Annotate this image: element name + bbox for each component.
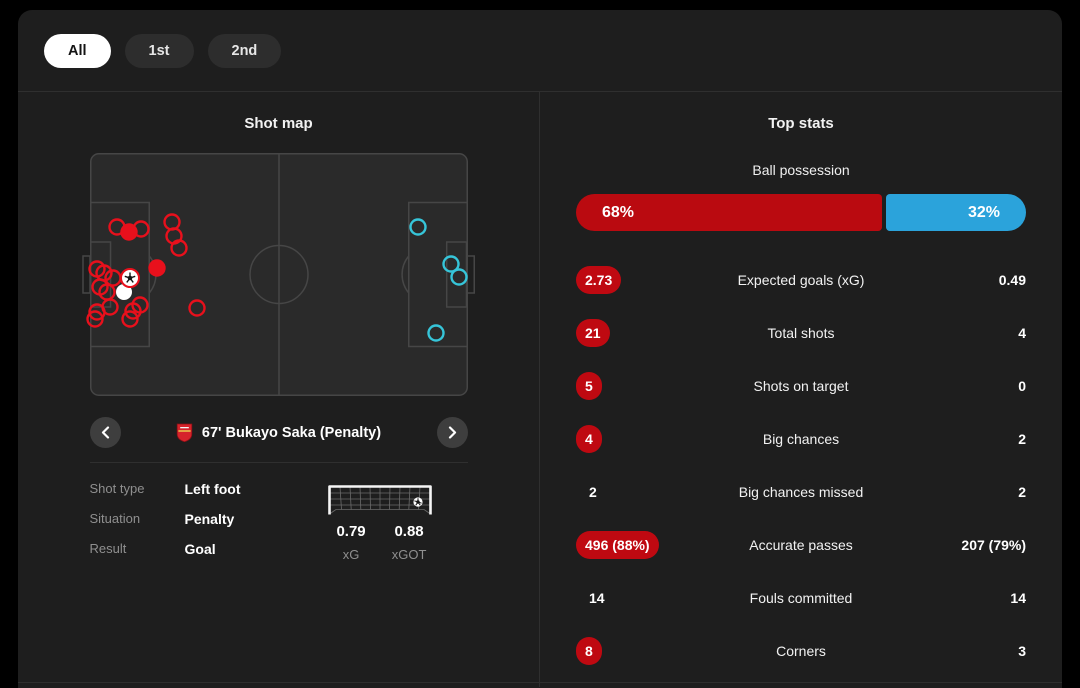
home-stat-value: 496 (88%) [576,530,659,559]
shot-marker-home[interactable] [85,310,104,328]
detail-value: Goal [184,541,216,557]
shot-marker-goal[interactable] [115,284,132,300]
stat-row: 4 Big chances 2 [576,412,1026,465]
match-stats-window: All 1st 2nd Shot map [18,10,1062,688]
shot-marker-home[interactable] [169,239,188,257]
main-content: Shot map [18,92,1062,687]
xg-metrics: 0.79 xG 0.88 xGOT [328,523,440,562]
stat-label: Accurate passes [749,536,853,553]
possession-home-segment: 68% [576,194,882,231]
top-stats-panel: Top stats Ball possession 68% 32% 2.73 Ex… [540,92,1062,687]
stat-row: 2.73 Expected goals (xG) 0.49 [576,253,1026,306]
stat-label: Fouls committed [749,589,853,606]
shot-map-title: Shot map [244,115,313,132]
away-stat-value: 207 (79%) [961,536,1026,553]
home-stat-value: 14 [589,589,605,606]
stat-label: Big chances missed [738,483,864,500]
shot-map-panel: Shot map [18,92,540,687]
home-stat-value: 4 [576,424,602,453]
detail-row: Shot type Left foot [90,481,468,497]
xgot-label: xGOT [391,547,427,562]
stat-row: 2 Big chances missed 2 [576,465,1026,518]
stat-row: 14 Fouls committed 14 [576,571,1026,624]
selected-shot-description: 67' Bukayo Saka (Penalty) [201,424,382,441]
stat-label: Big chances [762,430,840,447]
away-stat-value: 4 [1018,324,1026,341]
xgot-value: 0.88 [394,523,424,540]
away-stat-value: 2 [1018,430,1026,447]
stat-row: 496 (88%) Accurate passes 207 (79%) [576,518,1026,571]
stat-row: 5 Shots on target 0 [576,359,1026,412]
home-stat-value: 5 [576,371,602,400]
shot-marker-away[interactable] [449,268,468,286]
possession-away-segment: 32% [886,194,1026,231]
goal-net-icon [327,485,432,515]
selected-shot-marker[interactable] [119,268,140,288]
shot-marker-home[interactable] [131,220,150,238]
shot-marker-away[interactable] [408,218,427,236]
away-stat-value: 2 [1018,483,1026,500]
away-stat-value: 0.49 [998,271,1026,288]
pitch-diagram-icon [81,153,475,396]
previous-shot-button[interactable] [89,417,121,448]
possession-label: Ball possession [752,162,850,178]
shot-marker-away[interactable] [441,255,460,273]
away-stat-value: 14 [1010,589,1026,606]
detail-label: Shot type [89,481,145,496]
home-stat-value: 2 [589,483,597,500]
shot-marker-home[interactable] [187,299,206,317]
tab-2nd[interactable]: 2nd [207,33,282,68]
section-divider [18,682,1062,683]
top-stats-title: Top stats [768,115,834,132]
away-stat-value: 0 [1018,377,1026,394]
shot-marker-home[interactable] [120,310,139,328]
tab-all[interactable]: All [44,33,111,68]
detail-label: Situation [89,511,141,526]
possession-bar: 68% 32% [576,194,1026,231]
stat-label: Shots on target [753,377,849,394]
detail-value: Penalty [184,511,235,527]
away-stat-value: 3 [1018,642,1026,659]
shot-navigator: 67' Bukayo Saka (Penalty) [89,417,468,448]
xg-label: xG [342,547,360,562]
xg-value: 0.79 [336,523,366,540]
home-stat-value: 2.73 [576,265,622,294]
next-shot-button[interactable] [436,417,468,448]
stat-label: Corners [776,642,826,659]
detail-label: Result [89,541,127,556]
football-icon [412,497,423,507]
detail-value: Left foot [184,481,241,497]
stat-label: Expected goals (xG) [737,271,865,288]
chevron-left-icon [101,426,109,439]
stat-row: 21 Total shots 4 [576,306,1026,359]
shot-xg-block: 0.79 xG 0.88 xGOT [327,485,440,562]
home-stat-value: 21 [576,318,610,347]
shot-marker-away[interactable] [426,324,445,342]
chevron-right-icon [448,426,456,439]
period-tabs: All 1st 2nd [18,10,1062,92]
shot-details: Shot type Left foot Situation Penalty Result… [89,462,468,582]
stat-label: Total shots [767,324,835,341]
shot-marker-home[interactable] [147,259,166,277]
detail-row: Result Goal [90,541,468,557]
shot-marker-home[interactable] [123,302,142,320]
tab-1st[interactable]: 1st [124,33,194,68]
shot-marker-home[interactable] [87,303,106,321]
stat-row: 8 Corners 3 [576,624,1026,677]
detail-row: Situation Penalty [90,511,468,527]
stat-rows: 2.73 Expected goals (xG) 0.49 21 Total shots… [576,253,1026,677]
home-stat-value: 8 [576,636,602,665]
shot-detail-rows: Shot type Left foot Situation Penalty Result… [90,481,468,557]
arsenal-crest-icon [176,423,193,443]
shot-map-pitch [81,153,475,396]
